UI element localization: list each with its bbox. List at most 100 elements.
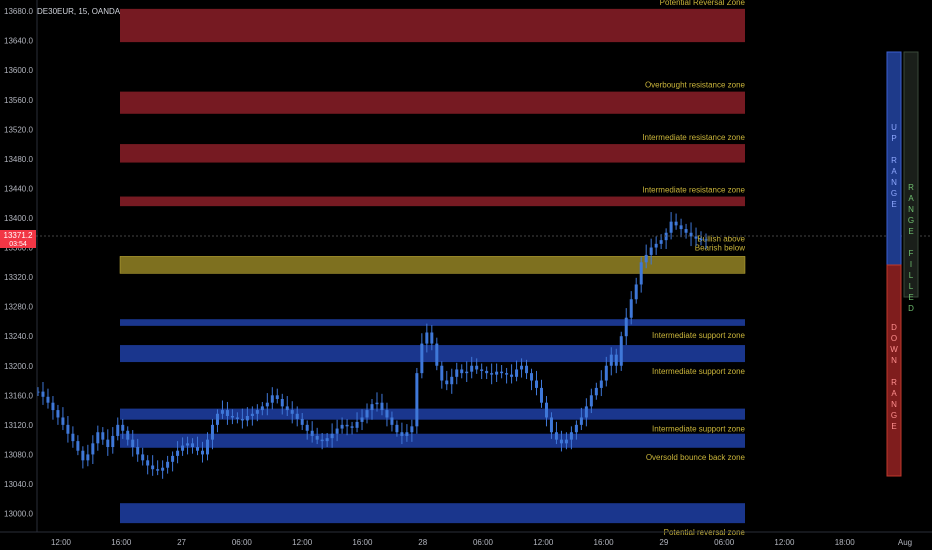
range-letter: D <box>891 323 897 332</box>
candle-body <box>66 424 70 434</box>
candle-body <box>579 417 583 425</box>
y-tick-label: 13600.0 <box>4 66 33 75</box>
candle-body <box>375 402 379 405</box>
candle-body <box>500 371 504 374</box>
candle-body <box>415 373 419 427</box>
candle-body <box>430 332 434 344</box>
range-letter: O <box>891 334 897 343</box>
candle-body <box>245 415 249 421</box>
candle-body <box>639 262 643 285</box>
x-tick-label: 06:00 <box>473 538 494 547</box>
candle-body <box>81 450 85 461</box>
candle-body <box>290 410 294 414</box>
range-letter: N <box>891 356 897 365</box>
candle-body <box>395 424 399 433</box>
candle-body <box>495 371 499 375</box>
zone-label: Intermediate resistance zone <box>642 133 745 142</box>
candle-body <box>240 418 244 421</box>
candle-body <box>669 221 673 233</box>
candle-body <box>435 343 439 366</box>
price-marker: 13371.2 03:54 <box>0 230 36 248</box>
y-tick-label: 13360.0 <box>4 244 33 253</box>
candle-body <box>166 461 170 468</box>
range-letter: W <box>890 345 898 354</box>
zone-support <box>120 433 745 448</box>
candle-body <box>205 439 209 455</box>
candle-body <box>315 435 319 440</box>
y-axis[interactable]: 13680.0 13640.0 13600.0 13560.0 13520.0 13480… <box>4 0 38 532</box>
candle-body <box>61 417 65 425</box>
candle-body <box>280 399 284 407</box>
candle-body <box>535 380 539 388</box>
candle-body <box>131 439 135 448</box>
candle-body <box>445 380 449 385</box>
candle-body <box>614 354 618 366</box>
range-letter: G <box>908 216 914 225</box>
candle-body <box>101 432 105 440</box>
y-tick-label: 13440.0 <box>4 184 33 193</box>
zone-label: Potential reversal zone <box>664 528 746 537</box>
candle-body <box>255 410 259 414</box>
y-tick-label: 13200.0 <box>4 362 33 371</box>
candle-body <box>161 467 165 471</box>
candle-body <box>699 238 703 241</box>
candle-body <box>230 415 234 418</box>
zone-label: Intermediate support zone <box>652 367 745 376</box>
candle-body <box>510 374 514 377</box>
range-letter: P <box>891 134 896 143</box>
zone-pivot <box>119 256 746 274</box>
candle-body <box>425 332 429 344</box>
candle-body <box>265 402 269 407</box>
range-letter: I <box>910 260 912 269</box>
candle-body <box>215 413 219 425</box>
zone-support <box>120 345 745 363</box>
candle-body <box>689 232 693 237</box>
zone-resistance <box>120 196 745 207</box>
candle-body <box>176 450 180 456</box>
candle-body <box>171 455 175 462</box>
candle-body <box>285 406 289 411</box>
candle-body <box>520 365 524 370</box>
zone-label: Bullish above <box>697 234 745 243</box>
candle-body <box>410 426 414 433</box>
candle-body <box>505 373 509 375</box>
range-letter: A <box>891 167 897 176</box>
zone-label: Intermediate support zone <box>652 331 745 340</box>
candle-body <box>684 229 688 233</box>
candle-body <box>141 454 145 461</box>
range-letter: R <box>891 378 897 387</box>
candle-body <box>156 469 160 471</box>
candle-body <box>649 247 653 255</box>
candle-body <box>440 365 444 381</box>
down-range-box <box>886 264 902 477</box>
candle-body <box>549 417 553 433</box>
candle-body <box>235 417 239 419</box>
y-tick-label: 13480.0 <box>4 155 33 164</box>
candle-body <box>704 239 708 241</box>
y-tick-label: 13560.0 <box>4 96 33 105</box>
zone-support <box>120 319 745 326</box>
candle-body <box>629 299 633 318</box>
candle-body <box>604 365 608 381</box>
candle-body <box>56 410 60 418</box>
x-axis[interactable]: 12:00 16:00 27 06:00 12:00 16:00 28 06:00 12:00 1… <box>0 531 932 547</box>
zone-label: Oversold bounce back zone <box>646 453 746 462</box>
range-letter: N <box>908 205 914 214</box>
range-letter: A <box>908 194 914 203</box>
candle-body <box>91 443 95 455</box>
candle-body <box>365 410 369 418</box>
candle-body <box>106 439 110 448</box>
candle-body <box>370 404 374 411</box>
candle-body <box>305 424 309 431</box>
candle-body <box>360 417 364 422</box>
candle-body <box>405 432 409 436</box>
range-filled-box <box>903 51 919 298</box>
candle-body <box>694 236 698 239</box>
candle-body <box>594 387 598 396</box>
candle-body <box>96 432 100 444</box>
candle-body <box>380 402 384 411</box>
candle-body <box>111 435 115 448</box>
